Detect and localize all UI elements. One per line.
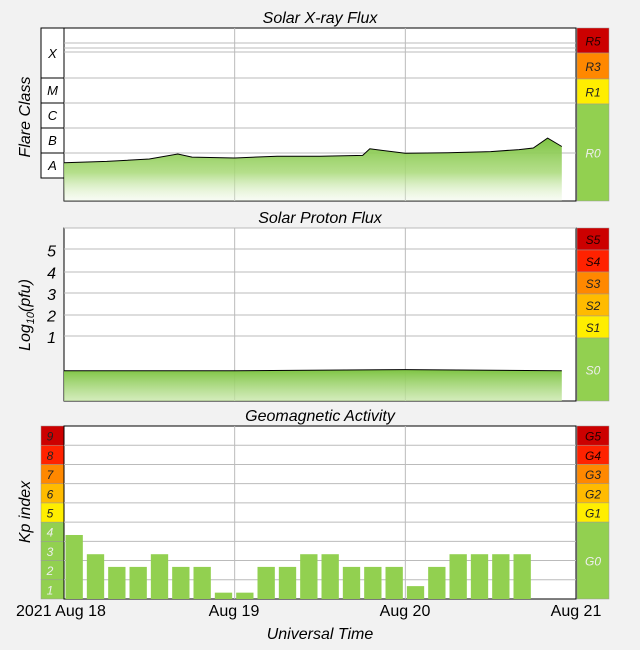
scale-level-label: G0	[585, 555, 601, 569]
proton-ylabel: Log10(pfu)	[17, 279, 37, 351]
scale-level-label: G5	[585, 430, 601, 444]
scale-level-label: G1	[585, 507, 601, 521]
proton-flux-line	[64, 369, 562, 372]
kp-bar	[513, 554, 531, 599]
xray-title: Solar X-ray Flux	[263, 10, 379, 27]
xray-flux-line	[63, 137, 563, 164]
kp-title: Geomagnetic Activity	[245, 408, 396, 425]
kp-storm-scale: G5 G4 G3 G2 G1 G0	[576, 425, 610, 600]
scale-level-cell	[576, 521, 610, 600]
kp-level-label: 2	[46, 564, 54, 578]
flare-class-label: X	[47, 46, 58, 61]
kp-level-label: 5	[47, 507, 54, 521]
kp-bar	[214, 592, 233, 599]
scale-level-label: R3	[585, 60, 601, 74]
kp-bar	[385, 566, 403, 599]
proton-tick-label: 1	[47, 330, 56, 347]
kp-bar	[492, 554, 510, 599]
scale-level-label: R1	[585, 86, 600, 100]
proton-y-ticks: 1 2 3 4 5	[46, 244, 56, 348]
time-tick-label: Aug 21	[551, 603, 602, 620]
scale-level-label: S4	[586, 255, 601, 269]
kp-bar	[150, 554, 169, 599]
kp-bar	[278, 566, 297, 599]
scale-level-cell	[576, 52, 610, 80]
scale-level-label: S0	[586, 364, 601, 378]
time-tick-label: Aug 19	[209, 603, 260, 620]
flare-class-label: M	[47, 83, 58, 98]
xray-ylabel: Flare Class	[17, 77, 34, 158]
kp-gridlines	[64, 426, 576, 599]
xray-radio-blackout-scale: R5 R3 R1 R0	[576, 27, 610, 202]
kp-bar	[428, 566, 446, 599]
kp-bars	[65, 534, 531, 599]
kp-bar	[364, 566, 382, 599]
time-axis-ticks: 2021 Aug 18 Aug 19 Aug 20 Aug 21	[16, 603, 601, 620]
kp-bar	[321, 554, 339, 599]
xray-flux-area	[64, 138, 562, 201]
kp-ylabel: Kp index	[17, 480, 34, 543]
kp-level-label: 4	[47, 526, 54, 540]
kp-level-label: 6	[47, 487, 54, 501]
kp-level-scale: 1 2 3 4 5 6 7 8 9	[40, 425, 65, 600]
proton-tick-label: 3	[47, 287, 56, 304]
kp-plot-area	[63, 425, 577, 600]
scale-level-label: G3	[585, 468, 601, 482]
proton-flux-area	[64, 369, 562, 401]
proton-title: Solar Proton Flux	[258, 210, 383, 227]
scale-level-label: S1	[586, 321, 601, 335]
flare-class-label: A	[47, 158, 57, 173]
kp-bar	[449, 554, 467, 599]
kp-level-label: 8	[47, 449, 54, 463]
kp-bar	[172, 566, 190, 599]
scale-level-cell	[576, 78, 610, 105]
kp-bar	[65, 534, 83, 599]
scale-level-label: S2	[586, 299, 601, 313]
scale-level-label: G2	[585, 487, 601, 501]
scale-level-label: R0	[585, 147, 601, 161]
kp-level-label: 3	[47, 545, 54, 559]
flare-class-label: C	[48, 108, 58, 123]
kp-bar	[193, 566, 211, 599]
kp-bar	[86, 554, 105, 599]
kp-level-label: 9	[47, 430, 54, 444]
proton-tick-label: 2	[46, 309, 56, 326]
scale-level-label: S3	[586, 277, 601, 291]
scale-level-label: S5	[586, 233, 601, 247]
scale-level-cell	[576, 103, 610, 202]
kp-level-label: 1	[47, 583, 54, 597]
kp-bar	[300, 554, 318, 599]
kp-bar	[108, 566, 126, 599]
scale-level-cell	[576, 337, 610, 402]
time-axis-label: Universal Time	[267, 626, 374, 643]
proton-radiation-storm-scale: S5 S4 S3 S2 S1 S0	[576, 227, 610, 402]
proton-tick-label: 5	[47, 244, 56, 261]
flare-class-label: B	[48, 133, 57, 148]
kp-panel: Geomagnetic Activity Kp index 123456789 …	[17, 408, 610, 600]
kp-bar	[257, 566, 275, 599]
kp-bar	[236, 592, 254, 599]
time-tick-label: 2021 Aug 18	[16, 603, 106, 620]
kp-bar	[342, 566, 361, 599]
kp-bar	[129, 566, 147, 599]
proton-tick-label: 4	[47, 265, 56, 282]
scale-level-label: G4	[585, 449, 601, 463]
kp-bar	[406, 586, 425, 599]
time-tick-label: Aug 20	[380, 603, 431, 620]
kp-level-label: 7	[47, 468, 55, 482]
kp-bar	[470, 554, 489, 599]
scale-level-label: R5	[585, 35, 601, 49]
scale-level-cell	[576, 27, 610, 54]
